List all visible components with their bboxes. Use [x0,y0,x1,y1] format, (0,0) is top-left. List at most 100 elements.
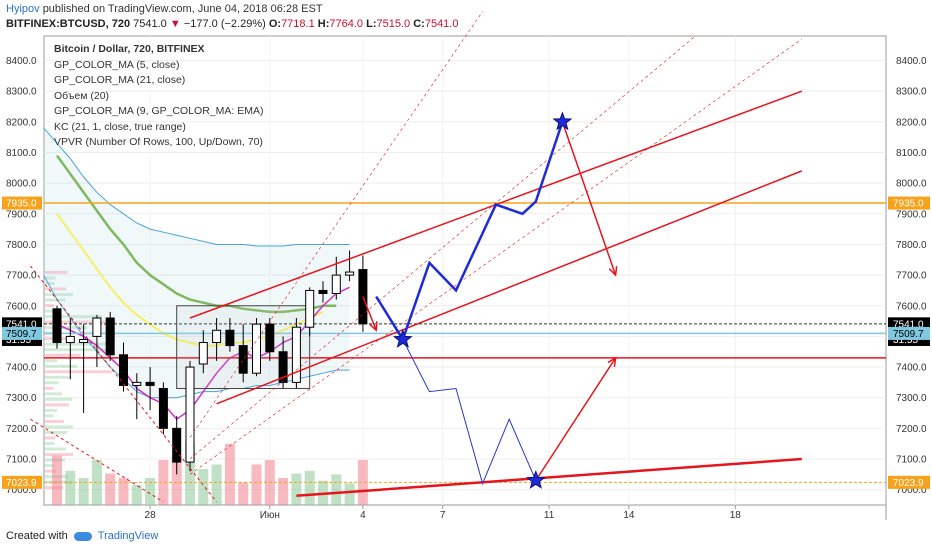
volume-bar [357,460,368,505]
x-tick-label: Июн [260,510,280,521]
y-tick-label-right: 8100.0 [896,148,927,159]
star-icon [552,111,573,131]
candle-body [185,366,195,463]
x-tick-label: 28 [145,510,157,521]
arrow-line [561,121,617,276]
candle-body [158,388,168,429]
indicator-legend: Bitcoin / Dollar, 720, BITFINEX GP_COLOR… [54,42,263,151]
candle-body [132,381,142,386]
star-icon [392,329,413,348]
vpvr-row [45,353,81,357]
y-tick-label-left: 8400.0 [6,56,37,67]
candle-body [225,329,235,347]
trend-line [30,418,164,503]
last-price: 7541.0 [133,18,167,30]
vpvr-row [45,320,116,324]
y-tick-label-left: 7000.0 [6,485,37,496]
candle-body [65,335,75,344]
candle-body [92,317,102,337]
volume-bar [131,485,142,505]
y-tick-label-right: 7100.0 [896,455,927,466]
candle-body [238,345,248,374]
y-tick-label-left: 8300.0 [6,87,37,98]
volume-bar [158,460,169,505]
vpvr-row [45,298,66,302]
legend-ma9[interactable]: GP_COLOR_MA (9, GP_COLOR_MA: EMA) [54,105,264,117]
x-tick-label: 14 [623,510,635,521]
candle-body [278,351,288,383]
legend-ma21[interactable]: GP_COLOR_MA (21, close) [54,74,186,86]
y-tick-label-right: 7300.0 [896,393,927,404]
legend-ma5[interactable]: GP_COLOR_MA (5, close) [54,58,180,71]
legend-vpvr[interactable]: VPVR (Number Of Rows, 100, Up/Down, 70) [54,136,263,148]
y-tick-label-left: 7700.0 [6,271,37,282]
candle-body [79,338,89,344]
legend-symbol: Bitcoin / Dollar, 720, BITFINEX [54,43,205,55]
trend-line [296,457,802,498]
volume-bar [251,464,262,505]
y-tick-label-right: 7400.0 [896,363,927,374]
trend-line [189,35,696,460]
arrow-line [362,296,377,331]
x-tick-label: 18 [730,510,742,521]
y-tick-label-right: 8000.0 [896,179,927,190]
volume-bar [105,473,116,505]
price-badge-left [2,475,42,489]
tradingview-link[interactable]: TradingView [97,530,159,542]
projection-thin-line [402,339,537,486]
legend-keltner[interactable]: KC (21, 1, close, true range) [54,120,186,133]
vpvr-row [45,453,73,457]
volume-bar [185,442,195,505]
vpvr-row [45,464,55,468]
candle-body [265,323,275,353]
vpvr-row [45,364,78,368]
vpvr-row [45,287,67,291]
trend-line [189,38,802,475]
candle-body [145,381,155,386]
close-value: 7541.0 [424,18,459,30]
projection-bold-line [375,121,564,343]
open-label: O: [268,18,282,30]
price-badge-right-text: 7541.0 [893,319,924,330]
legend-volume[interactable]: Объем (20) [54,89,110,102]
candle-body [291,326,301,383]
vpvr-row [45,386,54,390]
header-line-1: Hyipov published on TradingView.com, Jun… [6,3,323,15]
y-tick-label-right: 8200.0 [896,117,927,128]
volume-bar [118,478,129,505]
open-value: 7718.1 [281,18,315,30]
volume-bar [224,443,235,505]
price-badge-left-text: 7935.0 [6,199,37,210]
ma21-line [55,154,337,314]
price-badge-left-text: 31:55 [6,335,31,346]
candle-body [252,323,261,374]
created-with-text: Created with [6,530,68,542]
volume-bar [171,455,182,505]
header-line-2: BITFINEX:BTCUSD, 720 7541.0 ▼ −177.0 (−2… [6,18,458,30]
ma9-line [56,213,324,347]
keltner-upper-line [43,127,350,247]
vpvr-row [45,359,58,363]
tradingview-logo-icon [73,530,92,542]
y-tick-label-right: 7800.0 [896,240,927,251]
price-badge-right-text: 7935.0 [893,199,924,210]
price-badge-left [2,326,42,340]
volume-bar [145,478,156,505]
vpvr-row [45,414,54,418]
vpvr-row [45,348,114,352]
price-badge-left-text: 7541.0 [6,319,37,330]
vpvr-row [45,441,55,445]
volume-bar [198,469,209,505]
x-tick-label: 4 [360,510,366,521]
arrow-head-icon [369,321,378,332]
trend-line [30,265,217,503]
vpvr-row [45,293,73,297]
volume-bar [291,473,302,505]
author-link[interactable]: Hyipov [6,3,40,15]
candle-body [212,329,222,344]
vpvr-row [45,381,59,385]
volume-bar [211,464,222,505]
x-tick-label: 7 [440,510,446,521]
volume-bar [78,478,89,505]
